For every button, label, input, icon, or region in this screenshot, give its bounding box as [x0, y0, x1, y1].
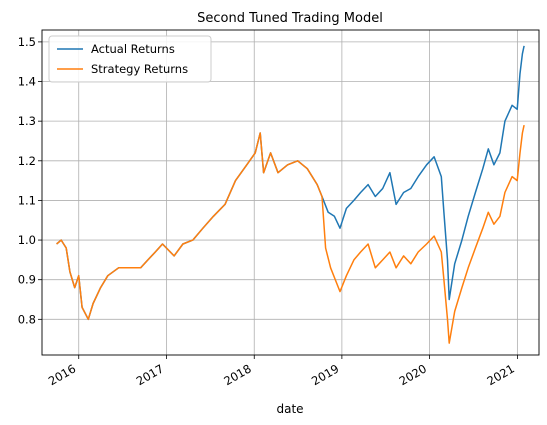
series-line-0 [56, 45, 525, 321]
x-tick-label: 2021 [485, 361, 517, 388]
y-tick-label: 1.0 [18, 233, 36, 247]
y-tick-label: 1.1 [18, 193, 36, 207]
plot-frame [41, 29, 540, 356]
y-tick-label: 0.9 [18, 273, 36, 287]
x-tick-label: 2019 [309, 361, 341, 388]
x-axis: 2016 2017 2018 2019 2020 2021 [46, 355, 518, 388]
y-tick-label: 0.8 [18, 312, 36, 326]
grid [42, 30, 539, 355]
y-tick-label: 1.2 [18, 154, 36, 168]
x-tick-label: 2016 [46, 361, 78, 388]
chart-title: Second Tuned Trading Model [197, 11, 383, 26]
x-tick-label: 2018 [221, 361, 253, 388]
legend-label: Strategy Returns [91, 62, 188, 76]
plot-area [56, 45, 525, 344]
y-tick-label: 1.5 [18, 35, 36, 49]
x-tick-label: 2020 [397, 361, 429, 388]
legend-box [48, 35, 212, 83]
y-axis: 0.8 0.9 1.0 1.1 1.2 1.3 1.4 1.5 [18, 35, 42, 326]
x-tick-label: 2017 [134, 361, 166, 388]
series-line-1 [56, 124, 525, 344]
x-axis-label: date [276, 402, 303, 416]
y-tick-label: 1.3 [18, 114, 36, 128]
y-tick-label: 1.4 [18, 75, 36, 89]
legend-label: Actual Returns [91, 42, 175, 56]
legend: Actual Returns Strategy Returns [48, 35, 212, 83]
